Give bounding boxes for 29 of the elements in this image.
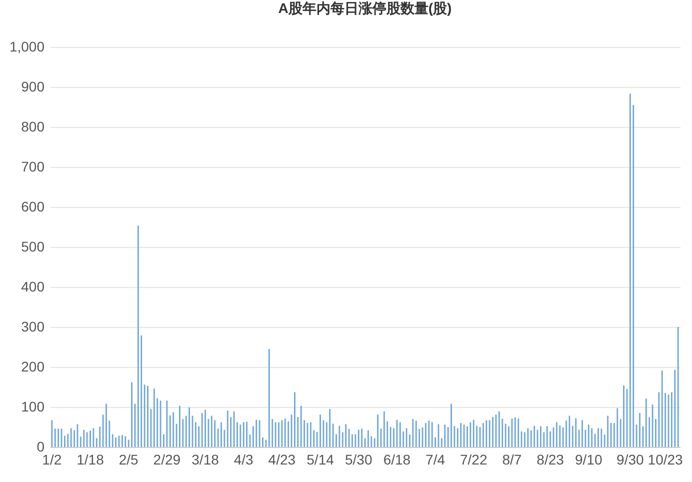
x-tick-label: 2/29 (153, 452, 181, 468)
y-tick-label: 700 (21, 158, 45, 174)
x-tick-label: 9/30 (616, 452, 644, 468)
y-tick-label: 800 (21, 118, 45, 134)
y-tick-label: 0 (36, 438, 45, 454)
x-tick-label: 7/4 (426, 452, 446, 468)
x-tick-label: 10/23 (648, 452, 684, 468)
x-tick-label: 1/2 (42, 452, 62, 468)
y-tick-label: 100 (21, 398, 45, 414)
x-tick-label: 4/3 (234, 452, 254, 468)
x-tick-label: 2/5 (118, 452, 139, 468)
y-tick-label: 900 (21, 78, 45, 94)
x-tick-label: 7/22 (460, 452, 488, 468)
x-tick-label: 5/30 (344, 452, 372, 468)
x-tick-label: 8/7 (502, 452, 522, 468)
y-tick-label: 200 (21, 358, 45, 374)
x-tick-label: 5/14 (306, 452, 334, 468)
x-tick-label: 8/23 (536, 452, 564, 468)
y-tick-label: 600 (21, 198, 45, 214)
y-tick-label: 400 (21, 278, 45, 294)
chart-title: A股年内每日涨停股数量(股) (278, 0, 452, 16)
y-tick-label: 1,000 (9, 38, 45, 54)
x-tick-label: 9/10 (575, 452, 602, 468)
x-tick-label: 4/23 (268, 452, 296, 468)
x-tick-label: 1/18 (76, 452, 104, 468)
y-tick-label: 500 (21, 238, 45, 254)
y-tick-label: 300 (21, 318, 45, 334)
x-tick-label: 6/18 (383, 452, 411, 468)
x-tick-label: 3/18 (192, 452, 220, 468)
